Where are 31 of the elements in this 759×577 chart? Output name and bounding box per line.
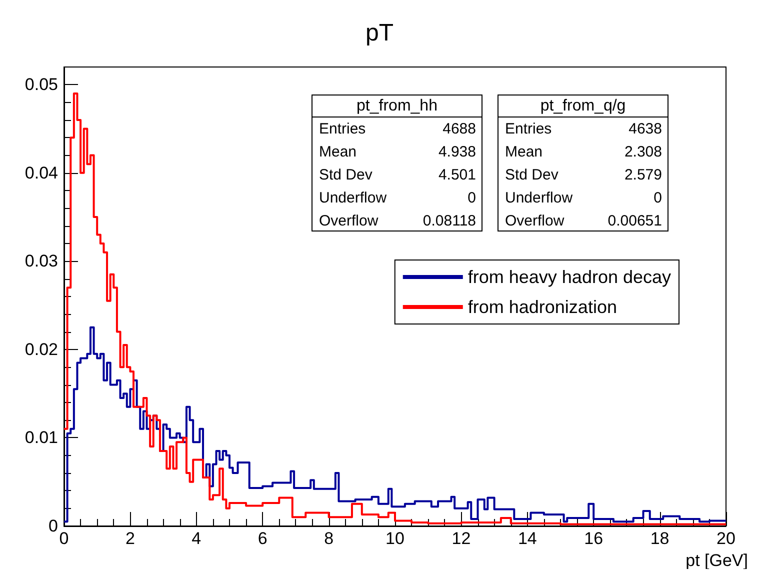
y-tick-label: 0.05 [24, 75, 58, 94]
legend-label: from hadronization [468, 297, 617, 317]
text: Overflow 0.08118 [319, 212, 476, 230]
text: Mean 4.938 [319, 144, 476, 160]
y-tick-label: 0.03 [24, 252, 58, 271]
x-tick-label: 18 [650, 529, 670, 548]
text: Entries 4688 [319, 120, 476, 138]
x-tick-label: 8 [324, 529, 334, 548]
y-tick-label: 0 [48, 516, 58, 536]
text: Std Dev 4.501 [319, 166, 476, 184]
text: Underflow 0 [505, 190, 662, 206]
text: Overflow 0.00651 [505, 212, 662, 230]
annotation: pt_from_q/g [540, 98, 626, 114]
x-tick-label: 6 [258, 529, 268, 548]
y-tick-label: 0.02 [24, 340, 58, 359]
x-tick-label: 4 [192, 529, 202, 548]
legend-label: from heavy hadron decay [468, 267, 672, 287]
annotation: pt_from_hh [356, 98, 438, 114]
x-tick-label: 14 [518, 529, 537, 548]
y-tick-label: 0.01 [24, 428, 58, 448]
x-tick-label: 10 [386, 529, 404, 548]
y-tick-label: 0.04 [24, 163, 58, 182]
x-tick-label: 20 [716, 529, 736, 548]
x-tick-label: 2 [125, 529, 135, 548]
x-tick-label: 16 [584, 529, 604, 548]
x-tick-label: 12 [452, 529, 471, 548]
text: Entries 4638 [505, 120, 662, 138]
chart-title: pT [365, 20, 394, 46]
text: Mean 2.308 [505, 144, 662, 160]
text: Underflow 0 [319, 190, 476, 206]
text: Std Dev 2.579 [505, 166, 662, 184]
